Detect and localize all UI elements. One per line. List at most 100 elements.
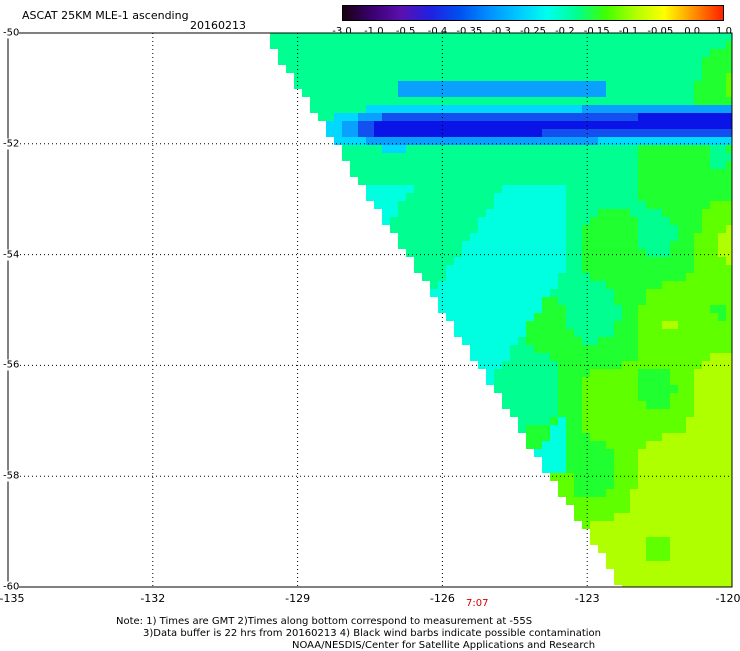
swath-cell: [350, 105, 358, 113]
swath-cell: [494, 225, 502, 233]
swath-cell: [398, 185, 406, 193]
swath-cell: [614, 305, 622, 313]
swath-cell: [622, 369, 630, 377]
swath-cell: [710, 417, 718, 425]
swath-cell: [686, 521, 694, 529]
swath-cell: [598, 105, 606, 113]
swath-cell: [534, 65, 542, 73]
swath-cell: [654, 409, 662, 417]
swath-cell: [694, 89, 702, 97]
swath-cell: [598, 33, 606, 41]
swath-cell: [582, 321, 590, 329]
swath-cell: [358, 145, 366, 153]
swath-cell: [526, 353, 534, 361]
swath-cell: [566, 169, 574, 177]
swath-cell: [670, 73, 678, 81]
swath-cell: [702, 265, 710, 273]
swath-cell: [382, 113, 390, 121]
swath-cell: [494, 33, 502, 41]
swath-cell: [526, 361, 534, 369]
swath-cell: [558, 57, 566, 65]
swath-cell: [694, 161, 702, 169]
swath-cell: [526, 417, 534, 425]
swath-cell: [710, 569, 718, 577]
swath-cell: [622, 465, 630, 473]
swath-cell: [614, 321, 622, 329]
swath-cell: [558, 369, 566, 377]
swath-cell: [662, 497, 670, 505]
swath-cell: [478, 257, 486, 265]
swath-cell: [454, 273, 462, 281]
swath-cell: [550, 137, 558, 145]
swath-cell: [462, 289, 470, 297]
swath-cell: [654, 513, 662, 521]
swath-cell: [670, 425, 678, 433]
swath-cell: [486, 49, 494, 57]
swath-cell: [630, 89, 638, 97]
swath-cell: [558, 337, 566, 345]
swath-cell: [710, 345, 718, 353]
swath-cell: [646, 585, 654, 587]
swath-cell: [574, 385, 582, 393]
swath-cell: [646, 57, 654, 65]
swath-cell: [718, 313, 726, 321]
swath-cell: [494, 209, 502, 217]
swath-cell: [662, 313, 670, 321]
swath-cell: [566, 449, 574, 457]
swath-cell: [606, 289, 614, 297]
swath-cell: [502, 241, 510, 249]
swath-cell: [558, 473, 566, 481]
swath-cell: [598, 113, 606, 121]
swath-cell: [550, 225, 558, 233]
swath-cell: [662, 489, 670, 497]
swath-cell: [718, 537, 726, 545]
swath-cell: [550, 473, 558, 481]
swath-cell: [710, 305, 718, 313]
swath-cell: [582, 65, 590, 73]
swath-cell: [638, 545, 646, 553]
swath-cell: [526, 145, 534, 153]
swath-cell: [710, 57, 718, 65]
swath-cell: [686, 129, 694, 137]
swath-cell: [662, 225, 670, 233]
swath-cell: [726, 249, 732, 257]
swath-cell: [598, 457, 606, 465]
swath-cell: [566, 273, 574, 281]
swath-cell: [726, 465, 732, 473]
swath-cell: [654, 449, 662, 457]
swath-cell: [574, 41, 582, 49]
swath-cell: [454, 217, 462, 225]
swath-cell: [694, 457, 702, 465]
swath-cell: [430, 33, 438, 41]
swath-cell: [662, 361, 670, 369]
swath-cell: [646, 81, 654, 89]
swath-cell: [646, 113, 654, 121]
swath-cell: [454, 313, 462, 321]
swath-cell: [622, 265, 630, 273]
swath-cell: [310, 89, 318, 97]
swath-cell: [670, 409, 678, 417]
swath-cell: [718, 241, 726, 249]
swath-cell: [486, 65, 494, 73]
swath-cell: [478, 217, 486, 225]
swath-cell: [662, 73, 670, 81]
swath-cell: [606, 433, 614, 441]
swath-cell: [678, 561, 686, 569]
swath-cell: [454, 233, 462, 241]
swath-cell: [630, 585, 638, 587]
swath-cell: [478, 57, 486, 65]
swath-cell: [654, 457, 662, 465]
swath-cell: [606, 281, 614, 289]
swath-cell: [622, 297, 630, 305]
swath-cell: [310, 97, 318, 105]
swath-cell: [598, 281, 606, 289]
swath-cell: [694, 193, 702, 201]
swath-cell: [702, 449, 710, 457]
swath-cell: [566, 193, 574, 201]
swath-cell: [558, 449, 566, 457]
swath-cell: [558, 441, 566, 449]
swath-cell: [542, 129, 550, 137]
swath-cell: [470, 113, 478, 121]
swath-cell: [590, 465, 598, 473]
swath-cell: [662, 209, 670, 217]
